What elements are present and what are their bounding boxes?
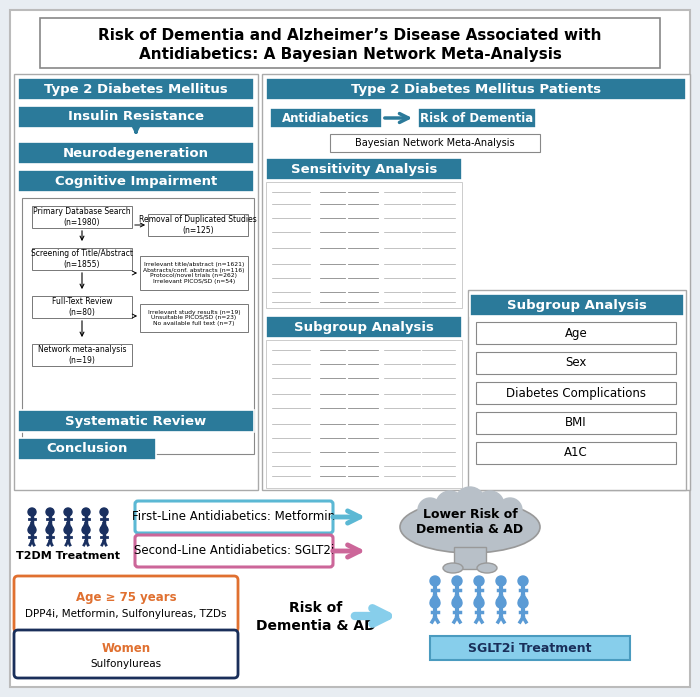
Text: Network meta-analysis
(n=19): Network meta-analysis (n=19) xyxy=(38,345,126,365)
Text: Diabetes Complications: Diabetes Complications xyxy=(506,387,646,399)
Circle shape xyxy=(436,491,464,519)
Circle shape xyxy=(82,508,90,516)
FancyBboxPatch shape xyxy=(18,170,254,192)
Text: Subgroup Analysis: Subgroup Analysis xyxy=(507,298,647,312)
Circle shape xyxy=(64,508,72,516)
Text: Bayesian Network Meta-Analysis: Bayesian Network Meta-Analysis xyxy=(355,138,514,148)
FancyBboxPatch shape xyxy=(330,134,540,152)
Circle shape xyxy=(46,508,54,516)
Circle shape xyxy=(452,598,462,608)
Circle shape xyxy=(28,526,36,534)
FancyBboxPatch shape xyxy=(454,547,486,569)
FancyBboxPatch shape xyxy=(18,142,254,164)
Text: Second-Line Antidiabetics: SGLT2i: Second-Line Antidiabetics: SGLT2i xyxy=(134,544,334,558)
Text: Full-Text Review
(n=80): Full-Text Review (n=80) xyxy=(52,298,112,316)
Circle shape xyxy=(474,598,484,608)
FancyBboxPatch shape xyxy=(266,182,462,308)
FancyBboxPatch shape xyxy=(476,412,676,434)
FancyBboxPatch shape xyxy=(22,198,254,454)
Text: Risk of Dementia and Alzheimer’s Disease Associated with: Risk of Dementia and Alzheimer’s Disease… xyxy=(98,29,602,43)
FancyBboxPatch shape xyxy=(140,256,248,290)
Circle shape xyxy=(474,576,484,586)
FancyBboxPatch shape xyxy=(32,344,132,366)
Text: Screening of Title/Abstract
(n=1855): Screening of Title/Abstract (n=1855) xyxy=(31,250,133,269)
FancyBboxPatch shape xyxy=(270,108,382,128)
Text: Cognitive Impairment: Cognitive Impairment xyxy=(55,174,217,187)
Text: Systematic Review: Systematic Review xyxy=(65,415,206,427)
Text: Type 2 Diabetes Mellitus Patients: Type 2 Diabetes Mellitus Patients xyxy=(351,82,601,95)
Text: SGLT2i Treatment: SGLT2i Treatment xyxy=(468,641,592,654)
Text: Lower Risk of
Dementia & AD: Lower Risk of Dementia & AD xyxy=(416,508,524,536)
FancyBboxPatch shape xyxy=(18,78,254,100)
Circle shape xyxy=(455,487,485,517)
FancyBboxPatch shape xyxy=(476,442,676,464)
Circle shape xyxy=(476,491,504,519)
Circle shape xyxy=(518,598,528,608)
Text: Removal of Duplicated Studies
(n=125): Removal of Duplicated Studies (n=125) xyxy=(139,215,257,235)
FancyBboxPatch shape xyxy=(40,18,660,68)
Text: Dementia & AD: Dementia & AD xyxy=(256,619,376,633)
Text: Risk of: Risk of xyxy=(289,601,342,615)
Text: Irrelevant study results (n=19)
Unsuitable PICOS/SD (n=23)
No available full tex: Irrelevant study results (n=19) Unsuitab… xyxy=(148,309,240,326)
Text: DPP4i, Metformin, Sulfonylureas, TZDs: DPP4i, Metformin, Sulfonylureas, TZDs xyxy=(25,609,227,619)
FancyBboxPatch shape xyxy=(18,106,254,128)
Circle shape xyxy=(430,598,440,608)
FancyBboxPatch shape xyxy=(14,576,238,632)
FancyBboxPatch shape xyxy=(262,74,690,490)
Ellipse shape xyxy=(400,501,540,553)
Text: Age: Age xyxy=(565,326,587,339)
Text: Sulfonylureas: Sulfonylureas xyxy=(90,659,162,669)
Text: Age ≥ 75 years: Age ≥ 75 years xyxy=(76,590,176,604)
FancyBboxPatch shape xyxy=(148,214,248,236)
Circle shape xyxy=(46,526,54,534)
Text: Women: Women xyxy=(102,641,150,654)
Circle shape xyxy=(430,576,440,586)
FancyBboxPatch shape xyxy=(266,316,462,338)
Circle shape xyxy=(496,576,506,586)
Text: Antidiabetics: A Bayesian Network Meta-Analysis: Antidiabetics: A Bayesian Network Meta-A… xyxy=(139,47,561,61)
Text: Subgroup Analysis: Subgroup Analysis xyxy=(294,321,434,333)
FancyBboxPatch shape xyxy=(18,410,254,432)
FancyBboxPatch shape xyxy=(135,535,333,567)
Text: Insulin Resistance: Insulin Resistance xyxy=(68,111,204,123)
Circle shape xyxy=(100,508,108,516)
Text: Sex: Sex xyxy=(566,356,587,369)
FancyBboxPatch shape xyxy=(18,438,156,460)
FancyBboxPatch shape xyxy=(10,10,690,687)
FancyBboxPatch shape xyxy=(266,78,686,100)
Text: Antidiabetics: Antidiabetics xyxy=(282,112,370,125)
FancyBboxPatch shape xyxy=(476,322,676,344)
FancyBboxPatch shape xyxy=(266,158,462,180)
Text: Sensitivity Analysis: Sensitivity Analysis xyxy=(290,162,438,176)
Text: Type 2 Diabetes Mellitus: Type 2 Diabetes Mellitus xyxy=(44,82,228,95)
Circle shape xyxy=(82,526,90,534)
Circle shape xyxy=(518,576,528,586)
Text: Primary Database Search
(n=1980): Primary Database Search (n=1980) xyxy=(33,207,131,227)
Ellipse shape xyxy=(477,563,497,573)
Text: BMI: BMI xyxy=(565,417,587,429)
Text: A1C: A1C xyxy=(564,447,588,459)
Text: First-Line Antidiabetics: Metformin: First-Line Antidiabetics: Metformin xyxy=(132,510,335,523)
FancyBboxPatch shape xyxy=(32,296,132,318)
FancyBboxPatch shape xyxy=(470,294,684,316)
FancyBboxPatch shape xyxy=(32,248,132,270)
Text: T2DM Treatment: T2DM Treatment xyxy=(16,551,120,561)
Circle shape xyxy=(452,576,462,586)
FancyBboxPatch shape xyxy=(476,352,676,374)
Text: Conclusion: Conclusion xyxy=(46,443,127,456)
Circle shape xyxy=(496,598,506,608)
FancyBboxPatch shape xyxy=(418,108,536,128)
FancyBboxPatch shape xyxy=(14,74,258,490)
Text: Risk of Dementia: Risk of Dementia xyxy=(421,112,533,125)
FancyBboxPatch shape xyxy=(135,501,333,533)
FancyBboxPatch shape xyxy=(140,304,248,332)
FancyBboxPatch shape xyxy=(476,382,676,404)
FancyBboxPatch shape xyxy=(468,290,686,490)
FancyBboxPatch shape xyxy=(430,636,630,660)
Ellipse shape xyxy=(443,563,463,573)
FancyBboxPatch shape xyxy=(14,630,238,678)
Text: Irrelevant title/abstract (n=1621)
Abstracts/conf. abstracts (n=116)
Protocol/no: Irrelevant title/abstract (n=1621) Abstr… xyxy=(144,262,245,284)
Circle shape xyxy=(28,508,36,516)
Text: Neurodegeneration: Neurodegeneration xyxy=(63,146,209,160)
Circle shape xyxy=(418,498,442,522)
